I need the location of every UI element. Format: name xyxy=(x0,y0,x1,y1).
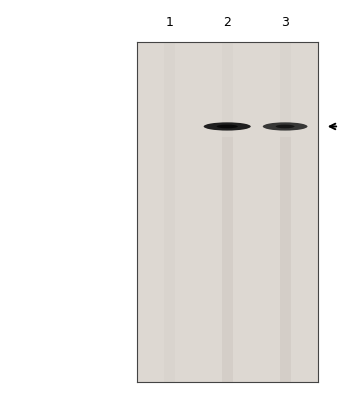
Bar xyxy=(222,42,233,382)
Ellipse shape xyxy=(217,125,238,128)
Text: 3: 3 xyxy=(281,16,289,29)
Ellipse shape xyxy=(263,122,307,130)
Bar xyxy=(164,42,175,382)
Ellipse shape xyxy=(204,122,251,130)
Bar xyxy=(280,137,290,382)
Bar xyxy=(280,42,290,382)
Text: 1: 1 xyxy=(165,16,173,29)
Ellipse shape xyxy=(276,125,295,128)
Bar xyxy=(222,137,233,382)
Text: 2: 2 xyxy=(223,16,231,29)
